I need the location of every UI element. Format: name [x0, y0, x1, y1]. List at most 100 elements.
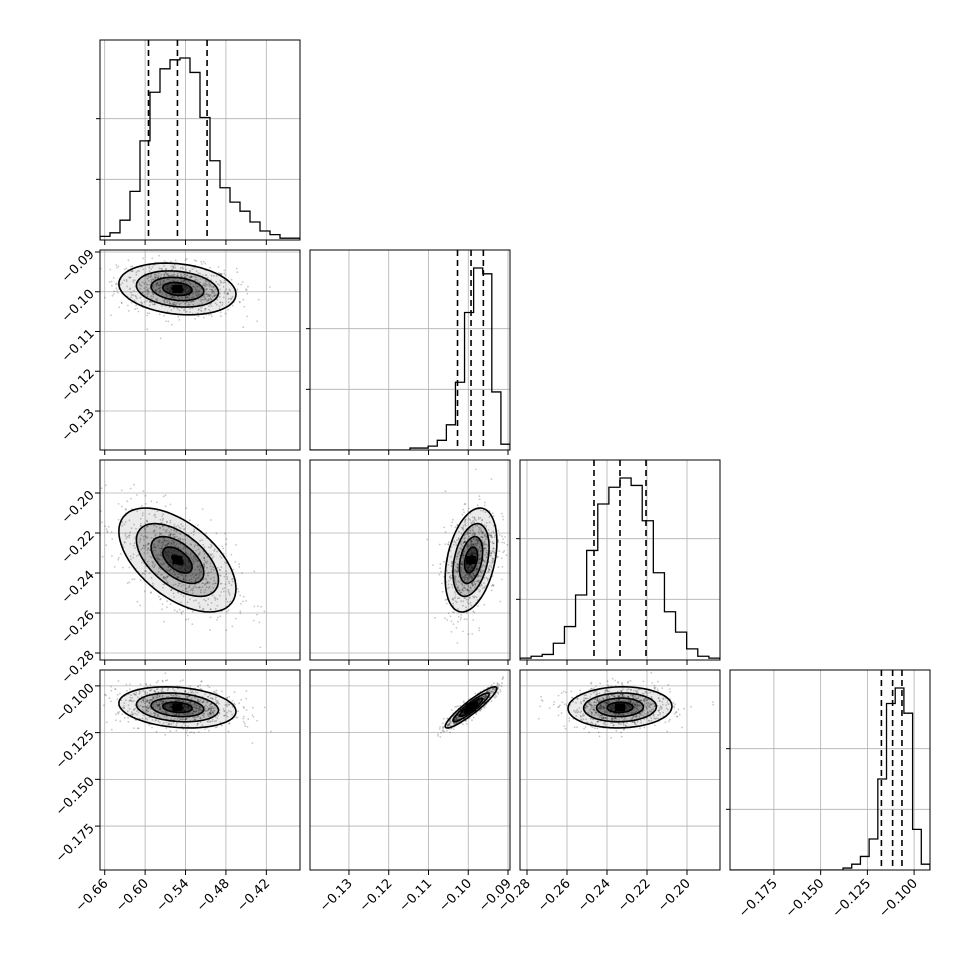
sample-point: [604, 716, 607, 719]
sample-point: [199, 721, 202, 724]
sample-point: [132, 544, 135, 547]
sample-point: [477, 588, 480, 590]
sample-point: [455, 601, 458, 604]
sample-point: [205, 300, 208, 302]
sample-point: [168, 306, 171, 308]
sample-point: [201, 608, 204, 611]
sample-point: [146, 700, 149, 703]
sample-point: [168, 722, 171, 725]
sample-point: [149, 304, 151, 307]
sample-point: [137, 310, 140, 313]
sample-point: [465, 618, 468, 621]
sample-point: [158, 291, 161, 294]
sample-point: [198, 707, 201, 710]
sample-point: [170, 542, 173, 544]
sample-point: [174, 717, 176, 720]
sample-point: [191, 275, 193, 278]
sample-point: [628, 711, 631, 714]
sample-point: [579, 715, 582, 717]
sample-point: [129, 543, 132, 545]
sample-point: [501, 541, 504, 544]
sample-point: [212, 711, 215, 714]
contour-line: [118, 507, 237, 613]
sample-point: [204, 296, 206, 299]
sample-point: [195, 549, 198, 552]
sample-point: [231, 295, 234, 298]
sample-point: [464, 524, 467, 527]
sample-point: [483, 540, 486, 543]
sample-point: [489, 690, 492, 693]
sample-point: [467, 578, 470, 581]
sample-point: [185, 507, 188, 510]
sample-point: [186, 304, 189, 307]
sample-point: [196, 577, 199, 580]
sample-point: [214, 302, 217, 305]
sample-point: [468, 574, 471, 576]
sample-point: [174, 277, 176, 280]
sample-point: [166, 543, 169, 546]
sample-point: [206, 581, 209, 583]
sample-point: [471, 582, 473, 585]
y-tick-label: −0.24: [59, 568, 98, 607]
sample-point: [163, 273, 166, 276]
sample-point: [145, 700, 148, 703]
sample-point: [478, 553, 481, 556]
sample-point: [454, 706, 456, 708]
sample-point: [158, 700, 161, 703]
sample-point: [645, 702, 648, 705]
sample-point: [485, 521, 488, 524]
sample-point: [487, 567, 490, 569]
sample-point: [146, 706, 148, 708]
sample-point: [477, 541, 479, 544]
panel-1-1: [306, 249, 511, 455]
sample-point: [448, 720, 451, 723]
sample-point: [503, 542, 506, 544]
sample-point: [587, 711, 589, 714]
sample-point: [478, 532, 481, 535]
sample-point: [232, 568, 235, 571]
sample-point: [100, 487, 103, 490]
sample-point: [172, 533, 175, 536]
sample-point: [212, 713, 215, 715]
sample-point: [190, 300, 192, 303]
sample-point: [133, 542, 136, 545]
sample-point: [258, 621, 261, 624]
sample-point: [142, 572, 145, 574]
sample-point: [135, 304, 138, 307]
sample-point: [166, 529, 169, 531]
sample-point: [180, 601, 183, 604]
sample-point: [163, 562, 166, 564]
sample-point: [167, 275, 170, 277]
sample-point: [146, 312, 149, 314]
sample-point: [183, 538, 186, 541]
sample-point: [198, 308, 200, 310]
sample-point: [166, 715, 168, 718]
sample-point: [164, 576, 167, 579]
sample-point: [153, 714, 156, 717]
sample-point: [136, 494, 138, 496]
sample-point: [129, 699, 132, 702]
sample-point: [147, 287, 149, 290]
sample-point: [200, 706, 202, 709]
sample-point: [184, 724, 187, 727]
sample-point: [458, 537, 460, 539]
sample-point: [149, 300, 151, 303]
sample-point: [158, 540, 161, 543]
sample-point: [158, 313, 161, 316]
sample-point: [452, 602, 455, 605]
sample-point: [450, 577, 453, 579]
sample-point: [173, 609, 176, 612]
sample-point: [460, 543, 463, 546]
sample-point: [580, 710, 583, 713]
sample-point: [136, 600, 139, 603]
sample-point: [592, 708, 594, 711]
sample-point: [189, 689, 192, 692]
sample-point: [227, 703, 230, 706]
sample-point: [177, 699, 180, 701]
sample-point: [223, 709, 226, 712]
sample-point: [154, 277, 157, 280]
sample-point: [472, 572, 474, 574]
sample-point: [442, 727, 444, 730]
sample-point: [207, 695, 209, 698]
sample-point: [484, 501, 486, 504]
